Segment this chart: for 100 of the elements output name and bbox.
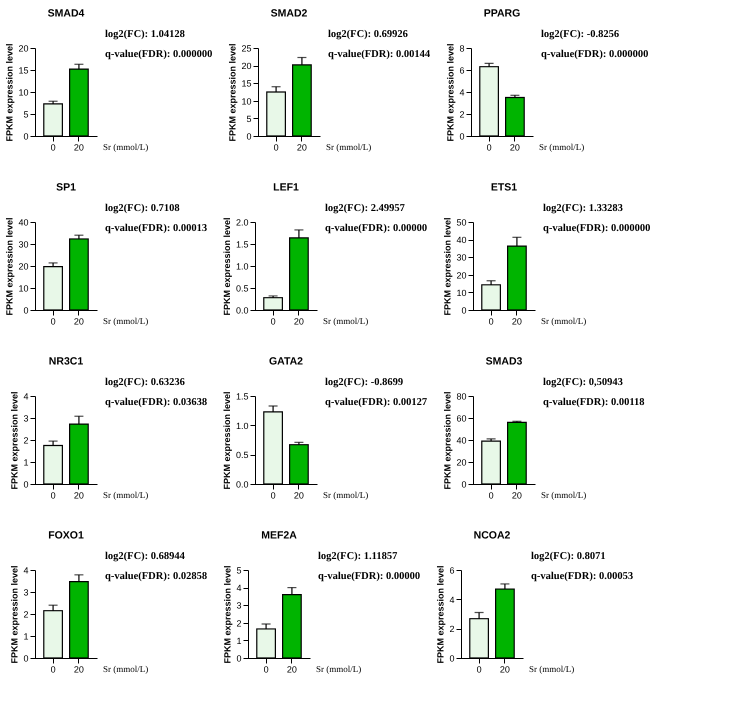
y-tick-label: 0.5: [236, 284, 248, 294]
x-axis-title: Sr (mmol/L): [539, 142, 584, 152]
x-axis-title: Sr (mmol/L): [541, 490, 586, 500]
x-tick-label: 20: [294, 490, 304, 500]
y-tick-label: 3: [236, 600, 242, 611]
y-tick-label: 4: [459, 88, 464, 98]
chart-title: GATA2: [268, 356, 304, 368]
x-tick-label: 0: [486, 142, 492, 152]
x-tick-label: 0: [476, 664, 482, 674]
y-tick-label: 10: [241, 96, 252, 106]
chart-title: LEF1: [273, 182, 299, 194]
y-tick-label: 4: [23, 566, 28, 576]
text: log2(FC): 1.11857: [318, 551, 398, 562]
y-tick-label: 2: [459, 110, 464, 120]
y-tick-label: 20: [456, 458, 466, 468]
y-tick-label: 40: [18, 218, 28, 228]
y-tick-label: 8: [459, 44, 464, 54]
text: log2(FC): 0.63236: [105, 377, 185, 388]
y-tick-label: 0: [23, 132, 28, 142]
chart-title: NR3C1: [48, 356, 84, 368]
y-tick-label: 40: [456, 436, 466, 446]
text: log2(FC): 0.68944: [105, 551, 186, 562]
y-tick-label: 50: [456, 218, 466, 228]
y-tick-label: 20: [456, 270, 466, 280]
y-tick-label: 25: [241, 44, 252, 54]
x-axis-title: Sr (mmol/L): [323, 490, 368, 500]
y-axis-title: FPKM expression level: [4, 43, 14, 142]
chart-title: PPARG: [484, 8, 520, 20]
x-tick-label: 0: [50, 490, 56, 500]
x-tick-label: 20: [510, 142, 520, 152]
x-tick-label: 20: [74, 490, 84, 500]
y-tick-label: 2: [236, 618, 242, 628]
y-tick-label: 1: [236, 636, 242, 646]
chart-title: ETS1: [490, 182, 518, 194]
y-tick-label: 0: [23, 654, 28, 664]
y-tick-label: 0.0: [236, 480, 248, 490]
y-tick-label: 2: [23, 436, 28, 446]
y-tick-label: 4: [449, 594, 454, 605]
x-tick-label: 20: [74, 316, 84, 326]
y-axis-title: FPKM expression level: [442, 391, 452, 490]
text: q-value(FDR): 0.00013: [105, 223, 208, 234]
x-tick-label: 20: [286, 664, 297, 674]
text: log2(FC): 0.7108: [105, 203, 180, 214]
chart-title: SP1: [56, 182, 76, 194]
x-axis-title: Sr (mmol/L): [541, 316, 586, 326]
y-tick-label: 10: [456, 288, 466, 298]
y-tick-label: 30: [18, 240, 28, 250]
text: log2(FC): 1.04128: [105, 29, 185, 40]
y-tick-label: 0: [461, 480, 466, 490]
y-tick-label: 0: [461, 306, 466, 316]
y-tick-label: 2: [449, 624, 454, 634]
x-tick-label: 0: [270, 316, 276, 326]
y-tick-label: 15: [241, 78, 252, 89]
y-tick-label: 4: [23, 392, 28, 402]
x-axis-title: Sr (mmol/L): [103, 664, 148, 674]
text: log2(FC): 0.69926: [328, 29, 408, 40]
text: log2(FC): 0.8071: [531, 551, 606, 562]
y-tick-label: 3: [23, 588, 28, 598]
x-tick-label: 20: [512, 316, 522, 326]
y-tick-label: 5: [246, 114, 252, 124]
x-axis-title: Sr (mmol/L): [323, 316, 368, 326]
x-tick-label: 0: [270, 490, 276, 500]
x-tick-label: 20: [296, 142, 307, 152]
y-tick-label: 2: [23, 610, 28, 620]
y-tick-label: 3: [23, 414, 28, 424]
y-axis-title: FPKM expression level: [4, 217, 14, 316]
y-axis-title: FPKM expression level: [445, 43, 456, 142]
x-tick-label: 0: [488, 490, 494, 500]
y-tick-label: 0: [23, 480, 28, 490]
chart-title: MEF2A: [261, 530, 298, 542]
y-axis-title: FPKM expression level: [222, 565, 232, 664]
chart-title: SMAD4: [48, 8, 85, 20]
y-tick-label: 6: [459, 66, 464, 76]
text: log2(FC): 0,50943: [543, 377, 623, 388]
y-tick-label: 80: [456, 392, 466, 402]
x-axis-title: Sr (mmol/L): [103, 316, 148, 326]
x-tick-label: 20: [74, 664, 84, 674]
text: q-value(FDR): 0.000000: [541, 49, 648, 60]
text: q-value(FDR): 0.000000: [105, 49, 212, 60]
text: q-value(FDR): 0.03638: [105, 397, 208, 408]
x-tick-label: 20: [500, 664, 510, 674]
x-tick-label: 20: [294, 316, 304, 326]
y-tick-label: 1.0: [236, 420, 248, 431]
chart-title: NCOA2: [474, 530, 511, 542]
chart-title: SMAD3: [486, 356, 523, 368]
x-tick-label: 20: [74, 142, 84, 152]
text: q-value(FDR): 0.00053: [531, 571, 634, 582]
y-tick-label: 10: [18, 88, 28, 98]
x-tick-label: 0: [488, 316, 494, 326]
y-tick-label: 20: [18, 262, 28, 272]
x-axis-title: Sr (mmol/L): [103, 142, 148, 152]
y-tick-label: 10: [18, 284, 28, 294]
chart-title: FOXO1: [48, 530, 84, 542]
y-tick-label: 20: [241, 61, 252, 72]
y-tick-label: 1.5: [236, 392, 248, 402]
y-tick-label: 0: [459, 132, 464, 142]
y-tick-label: 0: [23, 306, 28, 316]
y-tick-label: 5: [236, 566, 242, 576]
text: q-value(FDR): 0.00000: [318, 571, 420, 582]
text: log2(FC): -0.8699: [325, 377, 404, 388]
